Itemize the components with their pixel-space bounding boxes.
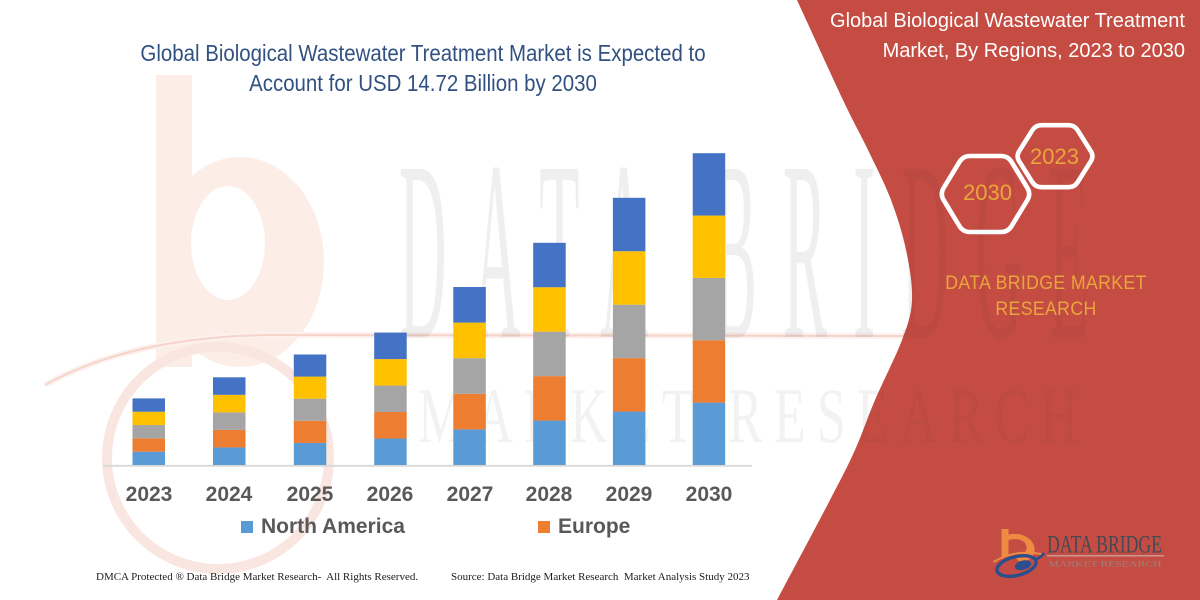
- svg-text:MARKET RESEARCH: MARKET RESEARCH: [1049, 559, 1162, 569]
- svg-text:DATA BRIDGE: DATA BRIDGE: [1047, 532, 1162, 559]
